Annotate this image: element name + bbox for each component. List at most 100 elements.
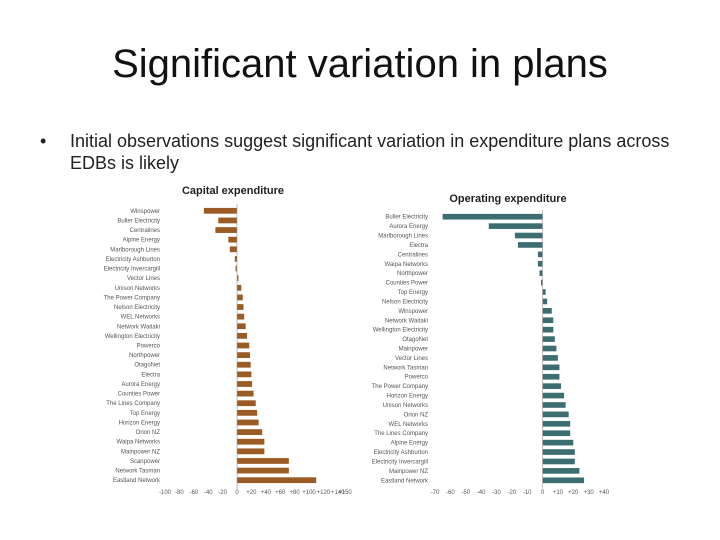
bullet-text: Initial observations suggest significant…	[70, 131, 670, 173]
capital-expenditure-chart: Capital expenditure Wlnspower Buller Elect…	[104, 185, 353, 496]
capex-bar-1	[203, 207, 237, 214]
capex-category-label-16: Northpower	[129, 353, 160, 359]
capex-bar-25	[237, 438, 265, 445]
capex-bar-20	[237, 390, 254, 397]
capex-category-label-14: Wellington Electricity	[105, 334, 160, 340]
opex-category-label-15: Mainpower	[399, 347, 428, 353]
capex-category-label-17: OtagoNet	[134, 363, 160, 369]
capex-category-label-13: Network Waitaki	[117, 324, 160, 330]
opex-bar-15	[542, 345, 557, 352]
capex-category-label-10: The Power Company	[104, 295, 160, 301]
capex-category-label-26: Mainpower NZ	[121, 449, 160, 455]
capex-x-tick-14: +150	[338, 490, 352, 496]
capex-bar-15	[237, 342, 250, 349]
capex-bar-8	[237, 275, 239, 282]
opex-category-label-12: Network Waitaki	[385, 318, 428, 324]
opex-bar-1	[442, 213, 543, 220]
opex-x-tick-2: -60	[446, 490, 455, 496]
capex-bar-9	[237, 284, 242, 291]
capex-category-label-21: The Lines Company	[106, 401, 160, 407]
opex-chart-title: Operating expenditure	[449, 193, 566, 205]
opex-x-tick-5: -30	[492, 490, 501, 496]
opex-category-label-1: Buller Electricity	[385, 215, 428, 221]
capex-category-label-6: Electricity Ashburton	[106, 257, 160, 263]
capex-x-tick-2: -80	[175, 490, 184, 496]
capex-category-label-24: Orion NZ	[136, 430, 161, 436]
capex-category-label-20: Counties Power	[118, 392, 160, 398]
capex-category-label-1: Wlnspower	[130, 209, 160, 215]
opex-category-label-22: Orion NZ	[404, 412, 429, 418]
opex-category-label-23: WEL Networks	[389, 422, 428, 428]
capex-category-label-12: WEL Networks	[121, 315, 160, 321]
opex-x-tick-4: -40	[477, 490, 486, 496]
opex-category-label-27: Electricity Invercargill	[372, 459, 428, 465]
capex-bar-28	[237, 467, 289, 474]
capex-category-label-15: Powerco	[137, 344, 161, 350]
capex-category-label-11: Nelson Electricity	[114, 305, 160, 311]
capex-category-label-2: Buller Electricity	[117, 218, 160, 224]
opex-category-label-8: Counties Power	[386, 281, 428, 287]
capex-bar-13	[237, 323, 246, 330]
opex-x-tick-11: +30	[584, 490, 595, 496]
opex-category-label-24: The Lines Company	[374, 431, 428, 437]
capex-chart-title: Capital expenditure	[182, 185, 284, 197]
opex-x-tick-12: +40	[599, 490, 610, 496]
opex-bar-8	[541, 279, 543, 286]
opex-x-tick-6: -20	[507, 490, 516, 496]
capex-bar-24	[237, 429, 263, 435]
opex-bar-18	[542, 373, 560, 380]
opex-category-label-28: Mainpower NZ	[389, 469, 428, 475]
opex-category-label-11: Wlnspower	[398, 309, 428, 315]
opex-x-tick-8: 0	[541, 490, 545, 496]
opex-bar-7	[539, 270, 543, 277]
capex-x-tick-9: +60	[275, 490, 286, 496]
capex-bar-5	[229, 246, 237, 253]
opex-bar-10	[542, 298, 548, 305]
opex-bar-27	[542, 458, 575, 465]
capex-category-label-9: Unison Networks	[115, 286, 160, 292]
capex-bar-27	[237, 458, 289, 464]
capex-bar-12	[237, 313, 245, 320]
capex-category-label-22: Top Energy	[130, 411, 160, 417]
opex-bar-20	[542, 392, 565, 399]
opex-bar-4	[517, 242, 543, 248]
capex-bar-2	[218, 217, 237, 224]
capex-x-tick-13: +140	[331, 490, 345, 496]
opex-bar-29	[542, 477, 585, 484]
capex-x-tick-3: -60	[189, 490, 198, 496]
opex-category-label-25: Alpine Energy	[391, 441, 428, 447]
opex-bar-24	[542, 430, 571, 437]
opex-category-label-4: Electra	[409, 243, 428, 249]
opex-category-label-20: Horizon Energy	[387, 394, 428, 400]
capex-x-tick-5: -20	[218, 490, 227, 496]
capex-bar-29	[237, 477, 317, 484]
capex-bar-4	[228, 236, 237, 243]
capex-bar-21	[237, 400, 256, 407]
opex-category-label-5: Centralines	[398, 252, 428, 258]
capex-category-label-27: Scanpower	[130, 459, 160, 465]
capex-bar-3	[215, 227, 237, 233]
operating-expenditure-chart: Operating expenditure Buller Electricity A…	[372, 193, 610, 496]
capex-category-label-29: Eastland Network	[113, 478, 161, 484]
opex-category-label-2: Aurora Energy	[389, 224, 428, 230]
opex-category-label-16: Vector Lines	[395, 356, 428, 362]
capex-bar-18	[237, 371, 252, 378]
opex-bar-5	[537, 251, 543, 258]
opex-category-label-26: Electricity Ashburton	[374, 450, 428, 456]
opex-category-label-6: Waipa Networks	[385, 262, 428, 268]
capex-bar-10	[237, 294, 243, 301]
opex-bar-21	[542, 402, 566, 408]
opex-category-label-9: Top Energy	[398, 290, 428, 296]
capex-category-label-25: Waipa Networks	[117, 440, 160, 446]
capex-category-label-4: Alpine Energy	[123, 238, 160, 244]
capex-category-label-23: Horizon Energy	[119, 420, 160, 426]
opex-bar-19	[542, 383, 561, 389]
capex-x-tick-10: +80	[290, 490, 301, 496]
opex-x-tick-7: -10	[523, 490, 532, 496]
opex-bar-22	[542, 411, 569, 418]
opex-bar-26	[542, 449, 575, 455]
capex-x-tick-1: -100	[159, 490, 172, 496]
opex-category-label-10: Nelson Electricity	[382, 299, 428, 305]
opex-category-label-7: Northpower	[397, 271, 428, 277]
capex-x-tick-6: 0	[235, 490, 239, 496]
